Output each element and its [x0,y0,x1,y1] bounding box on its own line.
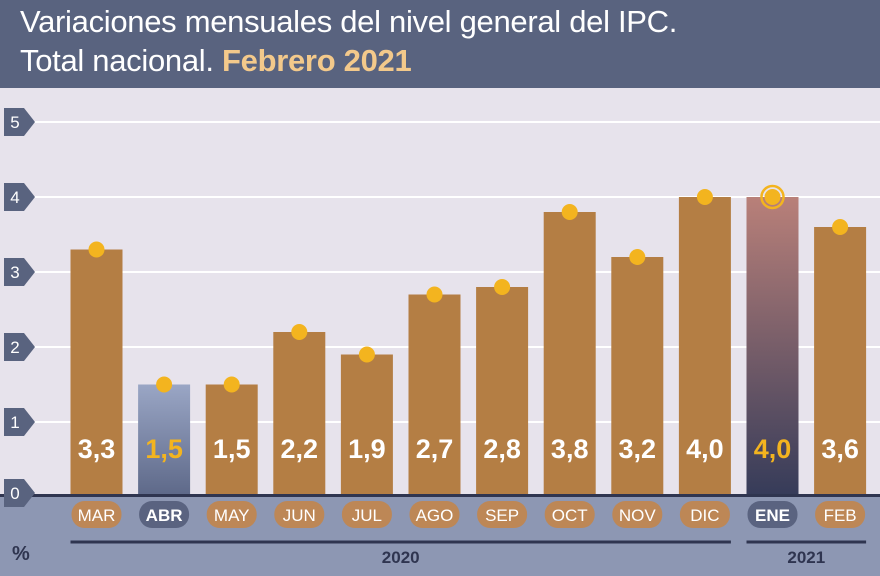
bar-jul [340,354,393,497]
category-label-sep: SEP [485,506,519,525]
y-tick-label: 2 [10,338,19,357]
category-label-ene: ENE [755,506,790,525]
value-label-abr: 1,5 [145,434,183,464]
title-highlight: Febrero 2021 [222,43,412,78]
marker-dic [696,189,713,205]
y-tick-label: 5 [10,113,19,132]
y-tick-badge [4,333,35,361]
y-tick-badge [4,108,35,136]
y-tick-badge [4,479,35,507]
pill-jul [341,501,392,528]
y-tick-label: 0 [10,484,19,503]
category-label-may: MAY [214,506,250,525]
marker-feb [832,219,849,235]
pill-mar [71,501,122,528]
y-tick-label: 4 [10,188,19,207]
pill-oct [544,501,595,528]
year-label-2020: 2020 [382,548,420,567]
pill-ago [409,501,460,528]
category-label-nov: NOV [619,506,657,525]
value-label-may: 1,5 [213,434,251,464]
pill-feb [815,501,866,528]
bar-oct [543,212,596,497]
marker-oct [561,204,578,220]
category-label-oct: OCT [552,506,588,525]
value-label-jun: 2,2 [281,434,319,464]
category-label-jun: JUN [283,506,316,525]
value-label-jul: 1,9 [348,434,386,464]
category-label-dic: DIC [690,506,719,525]
bar-sep [476,287,529,497]
y-unit-label: % [12,543,30,565]
marker-ene [764,189,781,205]
bar-feb [814,227,867,497]
header: Variaciones mensuales del nivel general … [0,0,880,88]
pill-jun [274,501,325,528]
y-tick-label: 3 [10,263,19,282]
value-label-nov: 3,2 [619,434,657,464]
marker-abr [156,376,173,393]
marker-sep [494,279,511,295]
value-label-ago: 2,7 [416,434,454,464]
pill-sep [477,501,528,528]
bar-abr [138,384,191,497]
category-label-jul: JUL [352,506,382,525]
bar-nov [611,257,664,497]
title-line-1: Variaciones mensuales del nivel general … [20,4,678,39]
pill-dic [679,501,730,528]
marker-may [223,376,240,393]
bar-ago [408,294,461,497]
value-label-ene: 4,0 [754,434,792,464]
pill-abr [139,501,190,528]
marker-jun [291,324,308,340]
value-label-oct: 3,8 [551,434,589,464]
category-label-ago: AGO [416,506,454,525]
value-label-feb: 3,6 [821,434,859,464]
category-label-abr: ABR [146,506,183,525]
bar-may [205,384,258,497]
category-label-feb: FEB [824,506,857,525]
marker-mar [88,241,105,258]
value-label-mar: 3,3 [78,434,116,464]
y-tick-badge [4,408,35,436]
bar-mar [70,249,123,497]
y-tick-badge [4,258,35,286]
marker-nov [629,249,646,265]
title-line-2: Total nacional. Febrero 2021 [20,43,412,79]
value-label-sep: 2,8 [483,434,521,464]
marker-jul [358,346,375,363]
pill-ene [747,501,798,528]
pill-nov [612,501,663,528]
title-prefix: Total nacional. [20,43,214,78]
bar-jun [273,332,326,497]
value-label-dic: 4,0 [686,434,724,464]
pill-may [206,501,257,528]
marker-ring-ene [760,184,785,210]
bar-dic [678,197,731,497]
category-label-mar: MAR [78,506,116,525]
year-label-2021: 2021 [787,548,825,567]
bar-ene [746,197,799,497]
y-tick-label: 1 [10,413,19,432]
y-tick-badge [4,183,35,211]
marker-ago [426,286,443,303]
